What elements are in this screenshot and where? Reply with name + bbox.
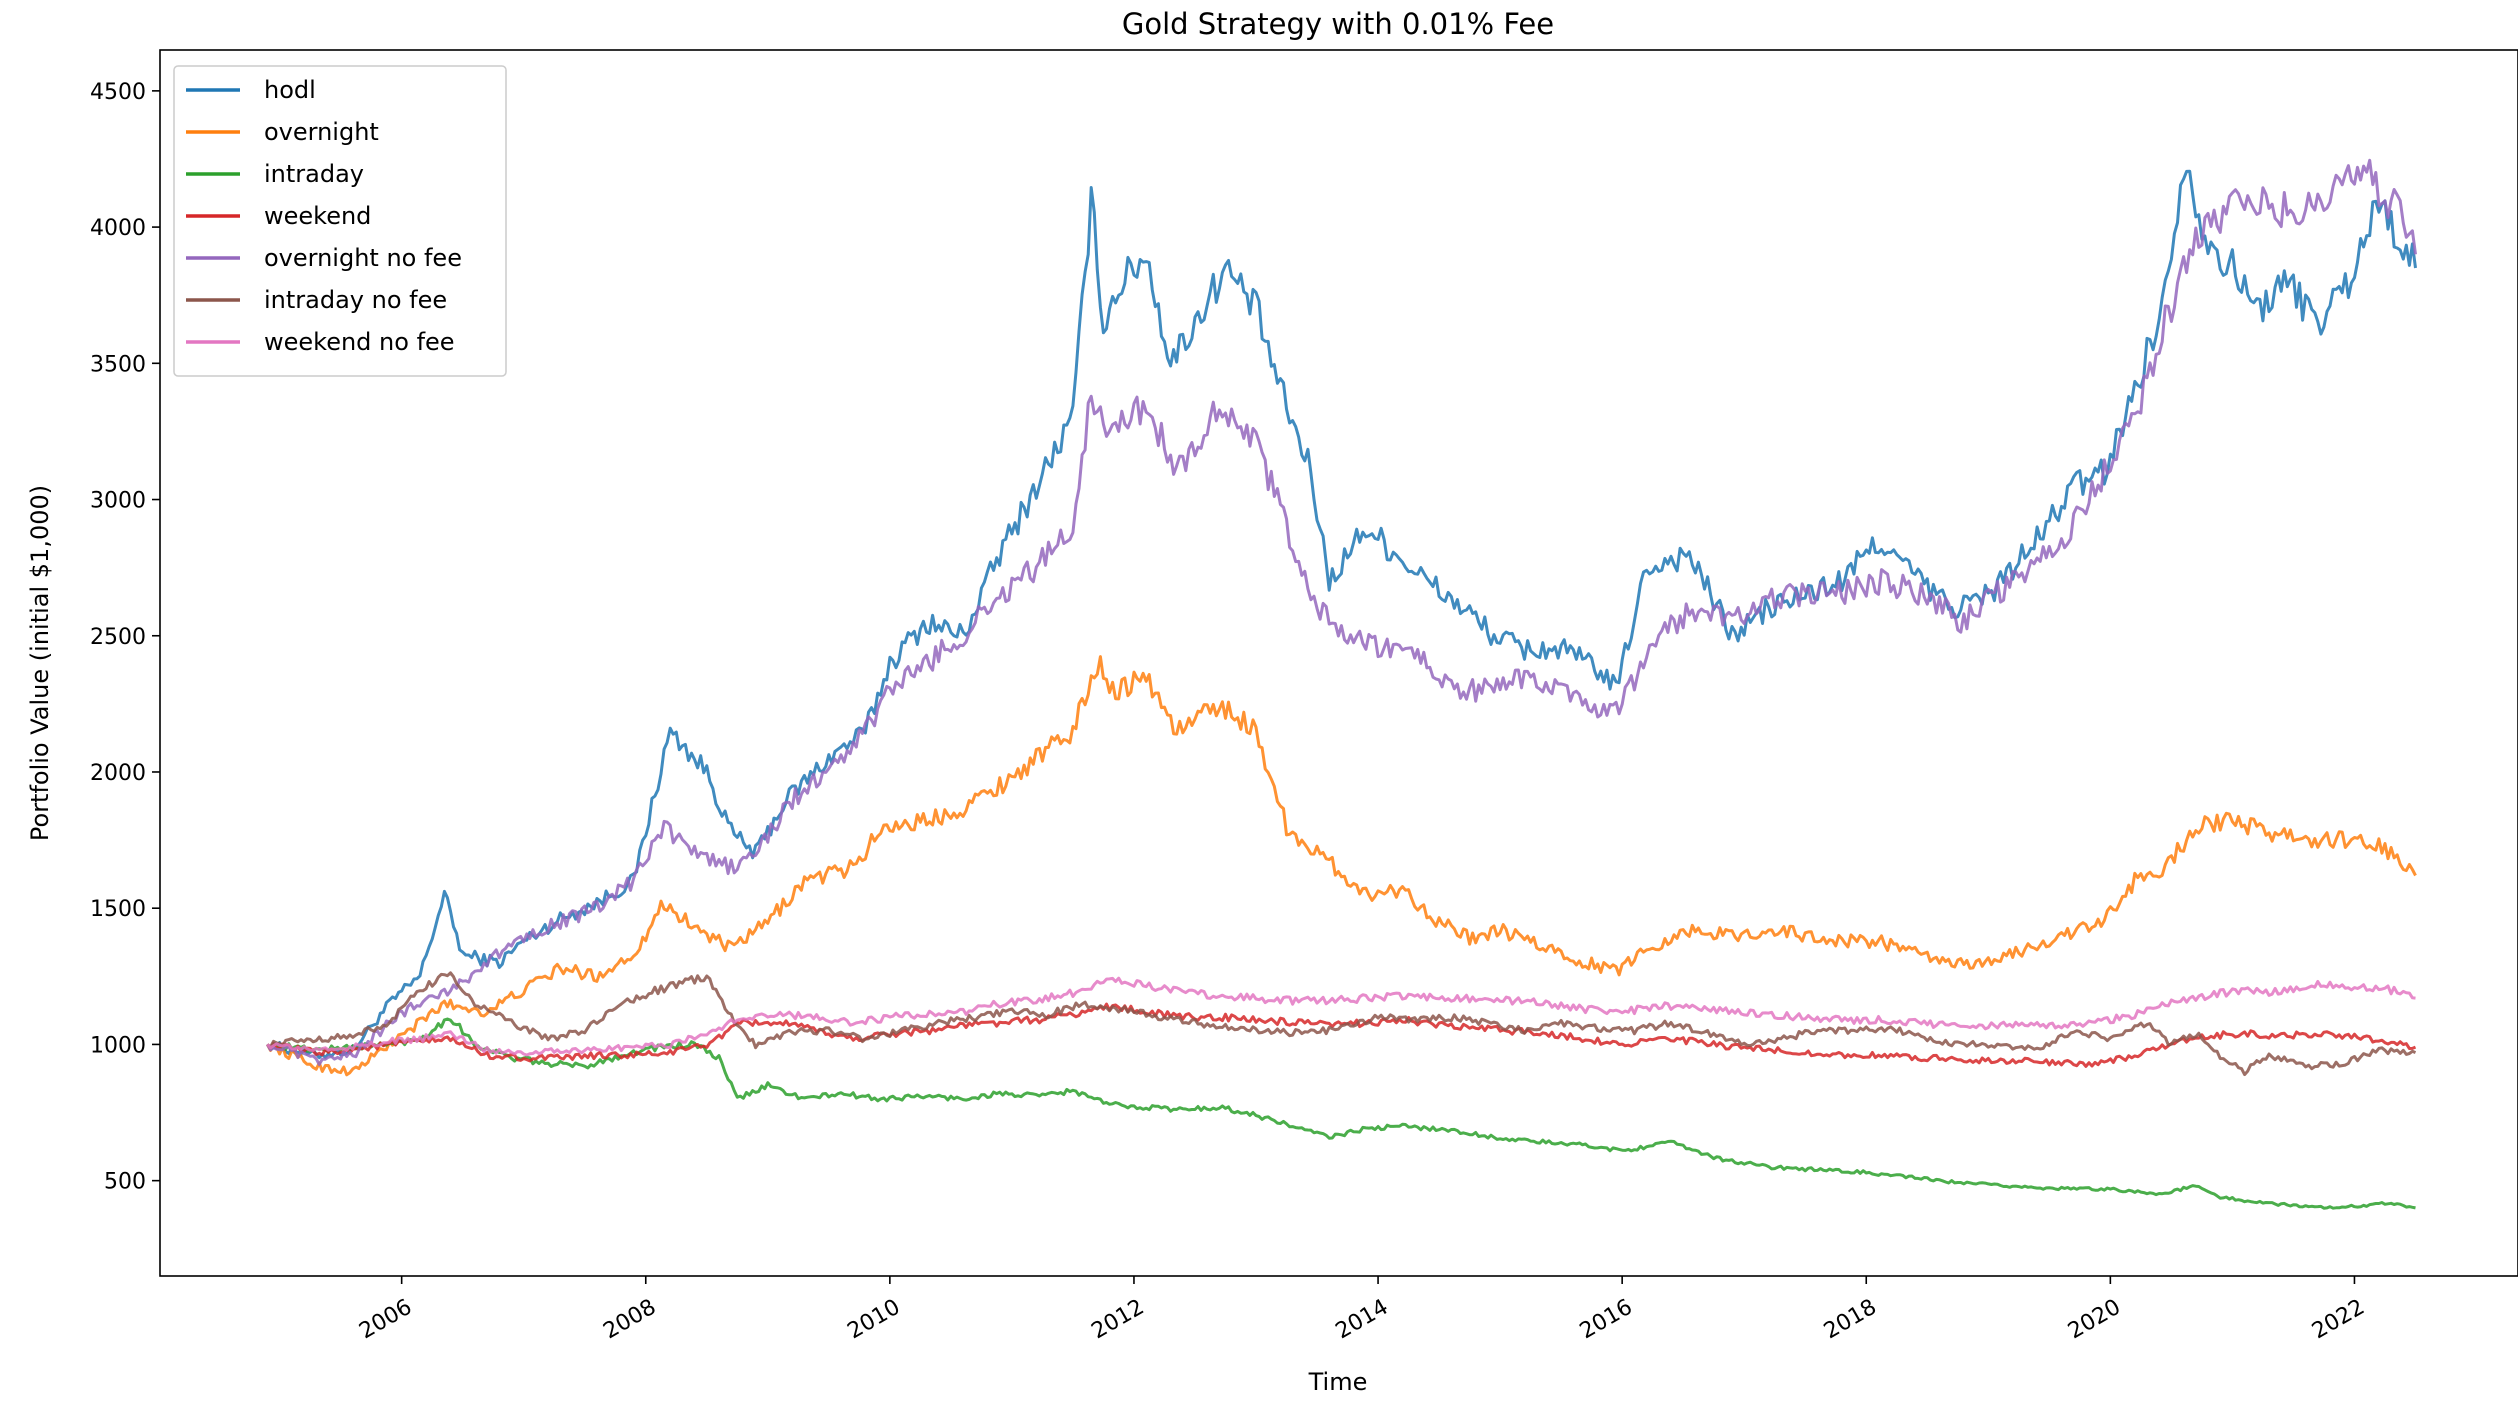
chart-title: Gold Strategy with 0.01% Fee bbox=[1122, 7, 1554, 41]
series-line-hodl bbox=[266, 169, 2417, 1060]
y-tick-label: 2000 bbox=[90, 761, 146, 786]
legend-box bbox=[173, 65, 507, 377]
y-tick-label: 1000 bbox=[90, 1033, 146, 1058]
series-line-overnight bbox=[266, 655, 2417, 1077]
series-line-weekend-no-fee bbox=[266, 976, 2416, 1057]
y-tick-label: 500 bbox=[104, 1170, 146, 1195]
y-tick-label: 3000 bbox=[90, 489, 146, 514]
y-tick-label: 4000 bbox=[90, 216, 146, 241]
series-line-intraday-no-fee bbox=[266, 971, 2417, 1077]
y-tick-label: 4500 bbox=[90, 80, 146, 105]
legend-entry: overnight no fee bbox=[264, 244, 462, 272]
y-axis: 500 1000 1500 2000 2500 3000 3500 4000 4500 bbox=[90, 80, 160, 1195]
legend-entry: weekend no fee bbox=[264, 328, 455, 356]
series-line-overnight-no-fee bbox=[266, 158, 2417, 1066]
series-line-weekend bbox=[266, 1002, 2417, 1068]
y-tick-label: 3500 bbox=[90, 352, 146, 377]
x-axis-label: Time bbox=[1308, 1368, 1368, 1396]
y-axis-label: Portfolio Value (initial $1,000) bbox=[26, 485, 54, 841]
plot-frame bbox=[159, 49, 2518, 1277]
legend: hodl overnight intraday weekend overnight no… bbox=[173, 65, 507, 377]
y-tick-label: 2500 bbox=[90, 625, 146, 650]
legend-entry: intraday no fee bbox=[264, 286, 447, 314]
legend-entry: hodl bbox=[264, 76, 316, 104]
legend-entry: weekend bbox=[264, 202, 371, 230]
plot-area bbox=[266, 158, 2417, 1210]
legend-entry: overnight bbox=[264, 118, 379, 146]
y-tick-label: 1500 bbox=[90, 897, 146, 922]
legend-entry: intraday bbox=[264, 160, 364, 188]
